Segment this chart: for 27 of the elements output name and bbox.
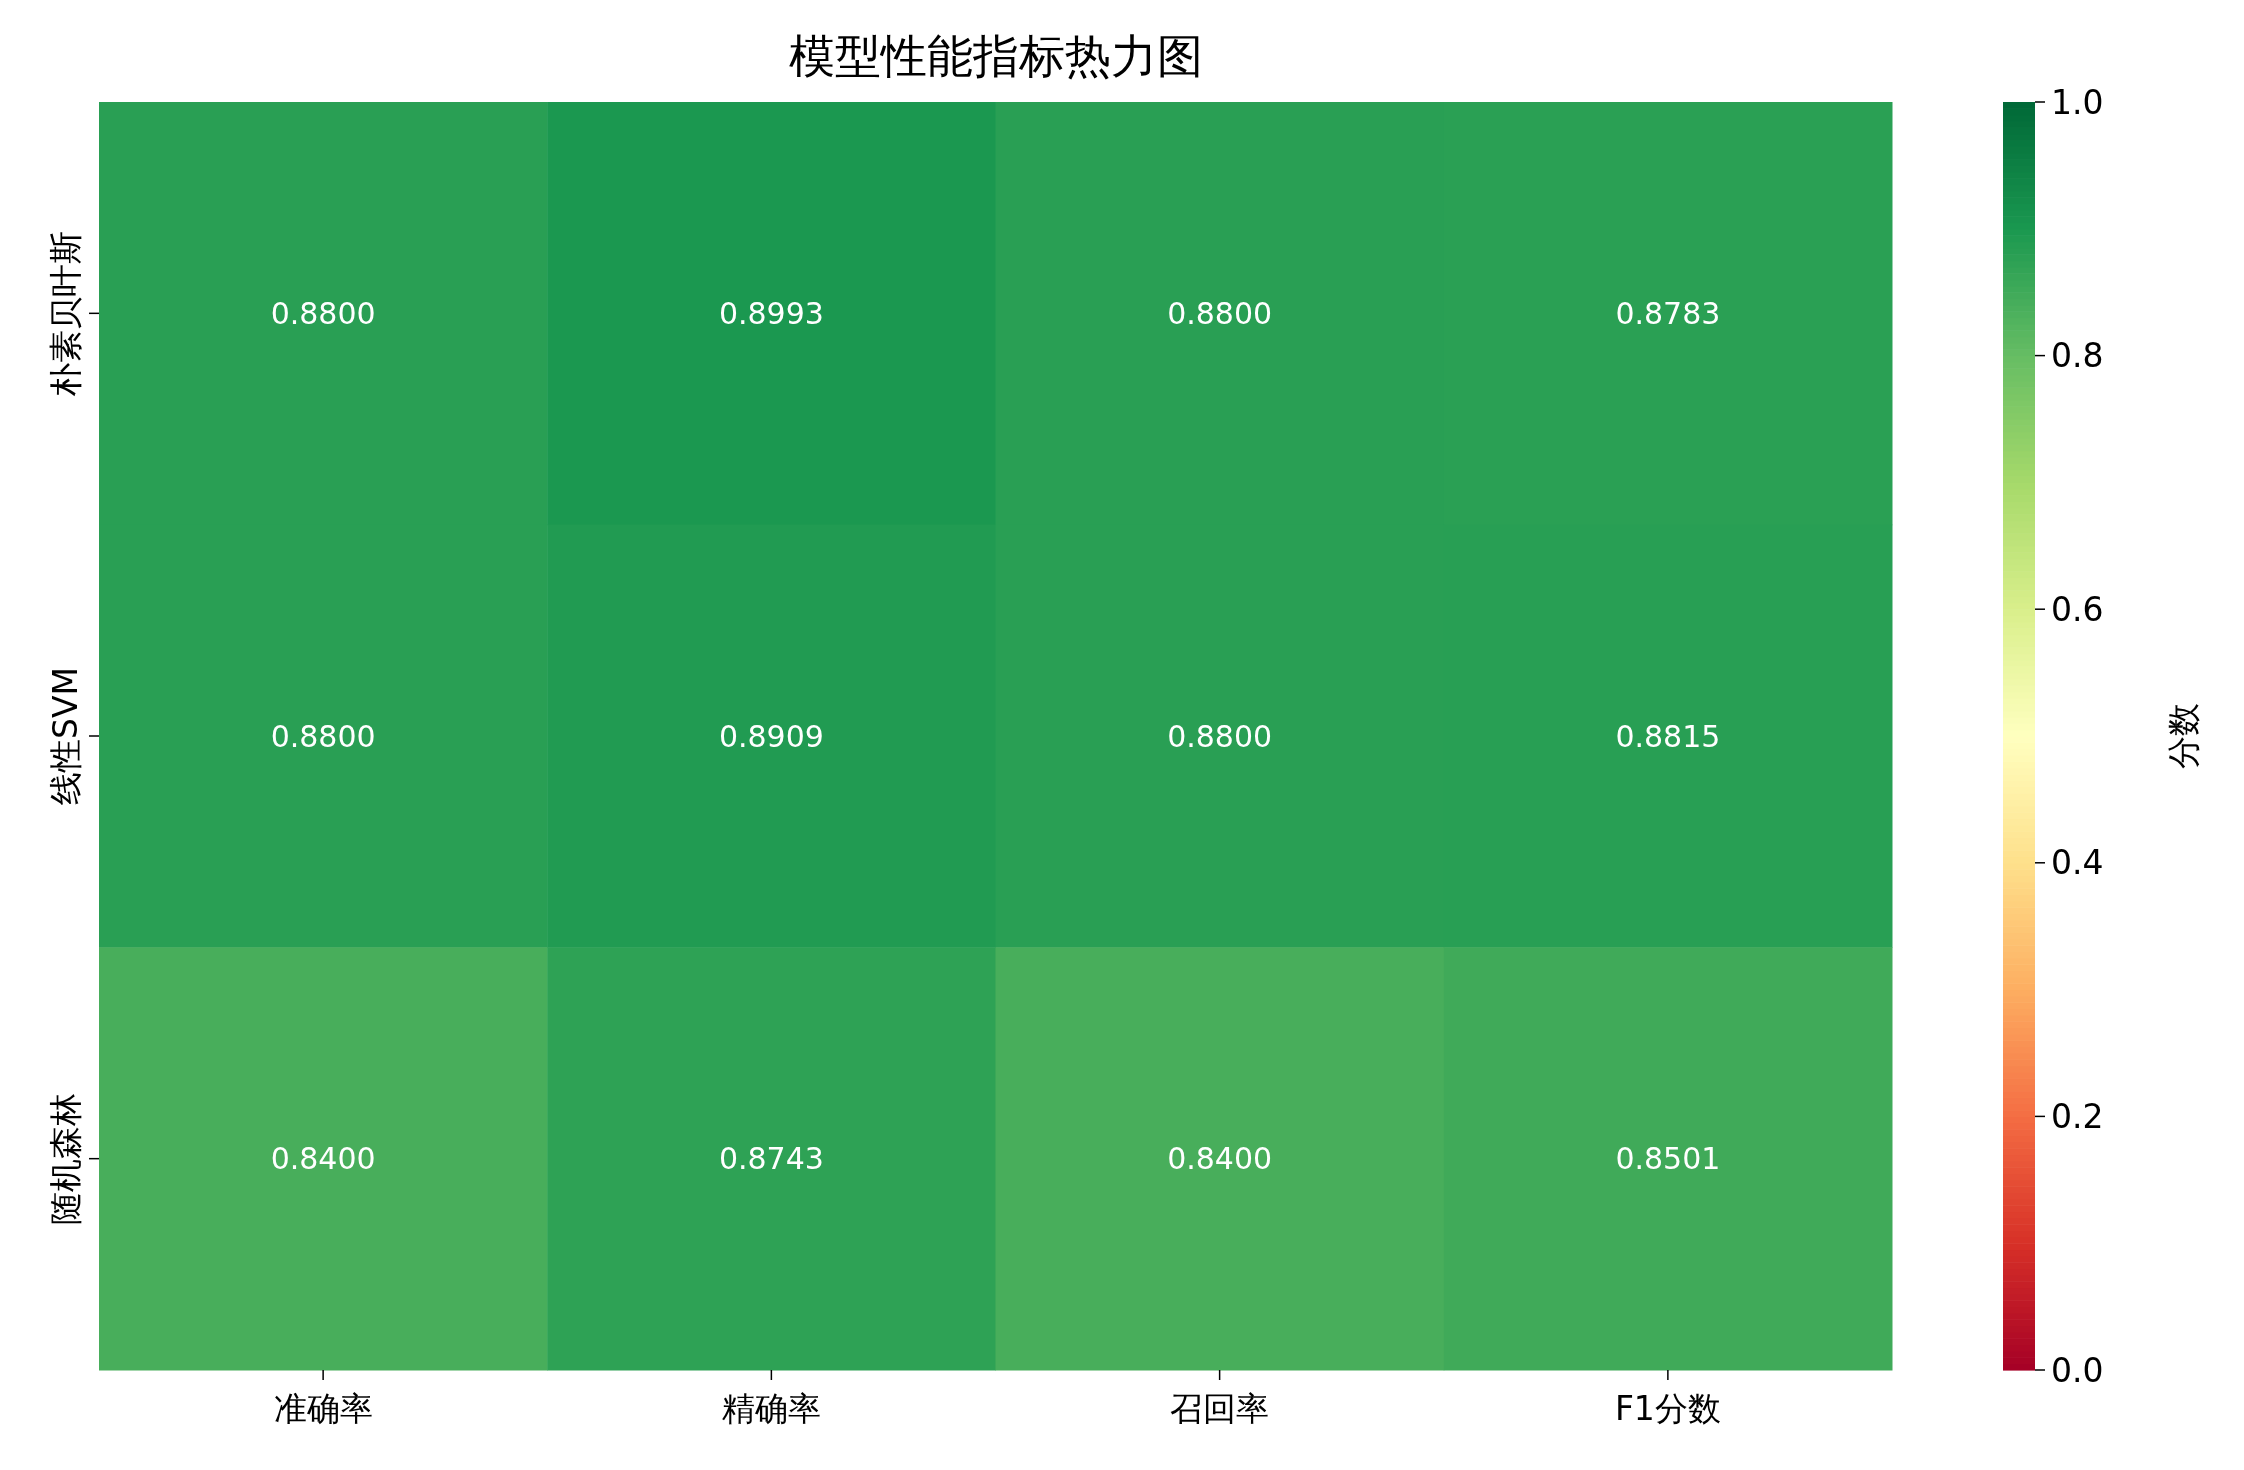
data-label: 0.8800	[270, 295, 376, 331]
x-tick-label: F1分数	[1614, 1389, 1721, 1428]
data-label: 0.8400	[1167, 1141, 1273, 1177]
color-bar-label: 0.8	[2051, 336, 2104, 376]
data-label: 0.8800	[1167, 718, 1273, 754]
data-label: 0.8909	[718, 718, 824, 754]
chart-title: 模型性能指标热力图	[788, 29, 1203, 83]
x-tick-label: 召回率	[1170, 1389, 1270, 1428]
y-tick-label: 朴素贝叶斯	[46, 230, 85, 397]
color-bar-title: 分数	[2164, 703, 2203, 769]
color-bar-label: 0.0	[2051, 1350, 2104, 1390]
data-label: 0.8800	[1167, 295, 1273, 331]
data-label: 0.8800	[270, 718, 376, 754]
data-label: 0.8815	[1615, 718, 1721, 754]
y-tick-label: 随机森林	[46, 1092, 85, 1225]
x-tick-label: 精确率	[721, 1389, 821, 1428]
x-tick-label: 准确率	[273, 1389, 373, 1428]
color-bar-label: 0.4	[2051, 843, 2104, 883]
data-label: 0.8783	[1615, 295, 1721, 331]
data-label: 0.8743	[718, 1141, 824, 1177]
data-label: 0.8501	[1615, 1141, 1721, 1177]
y-tick-label: 线性SVM	[46, 667, 85, 805]
color-bar-label: 0.2	[2051, 1096, 2104, 1136]
color-bar-label: 1.0	[2051, 82, 2104, 122]
data-label: 0.8993	[718, 295, 824, 331]
color-bar-label: 0.6	[2051, 589, 2104, 629]
data-label: 0.8400	[270, 1141, 376, 1177]
